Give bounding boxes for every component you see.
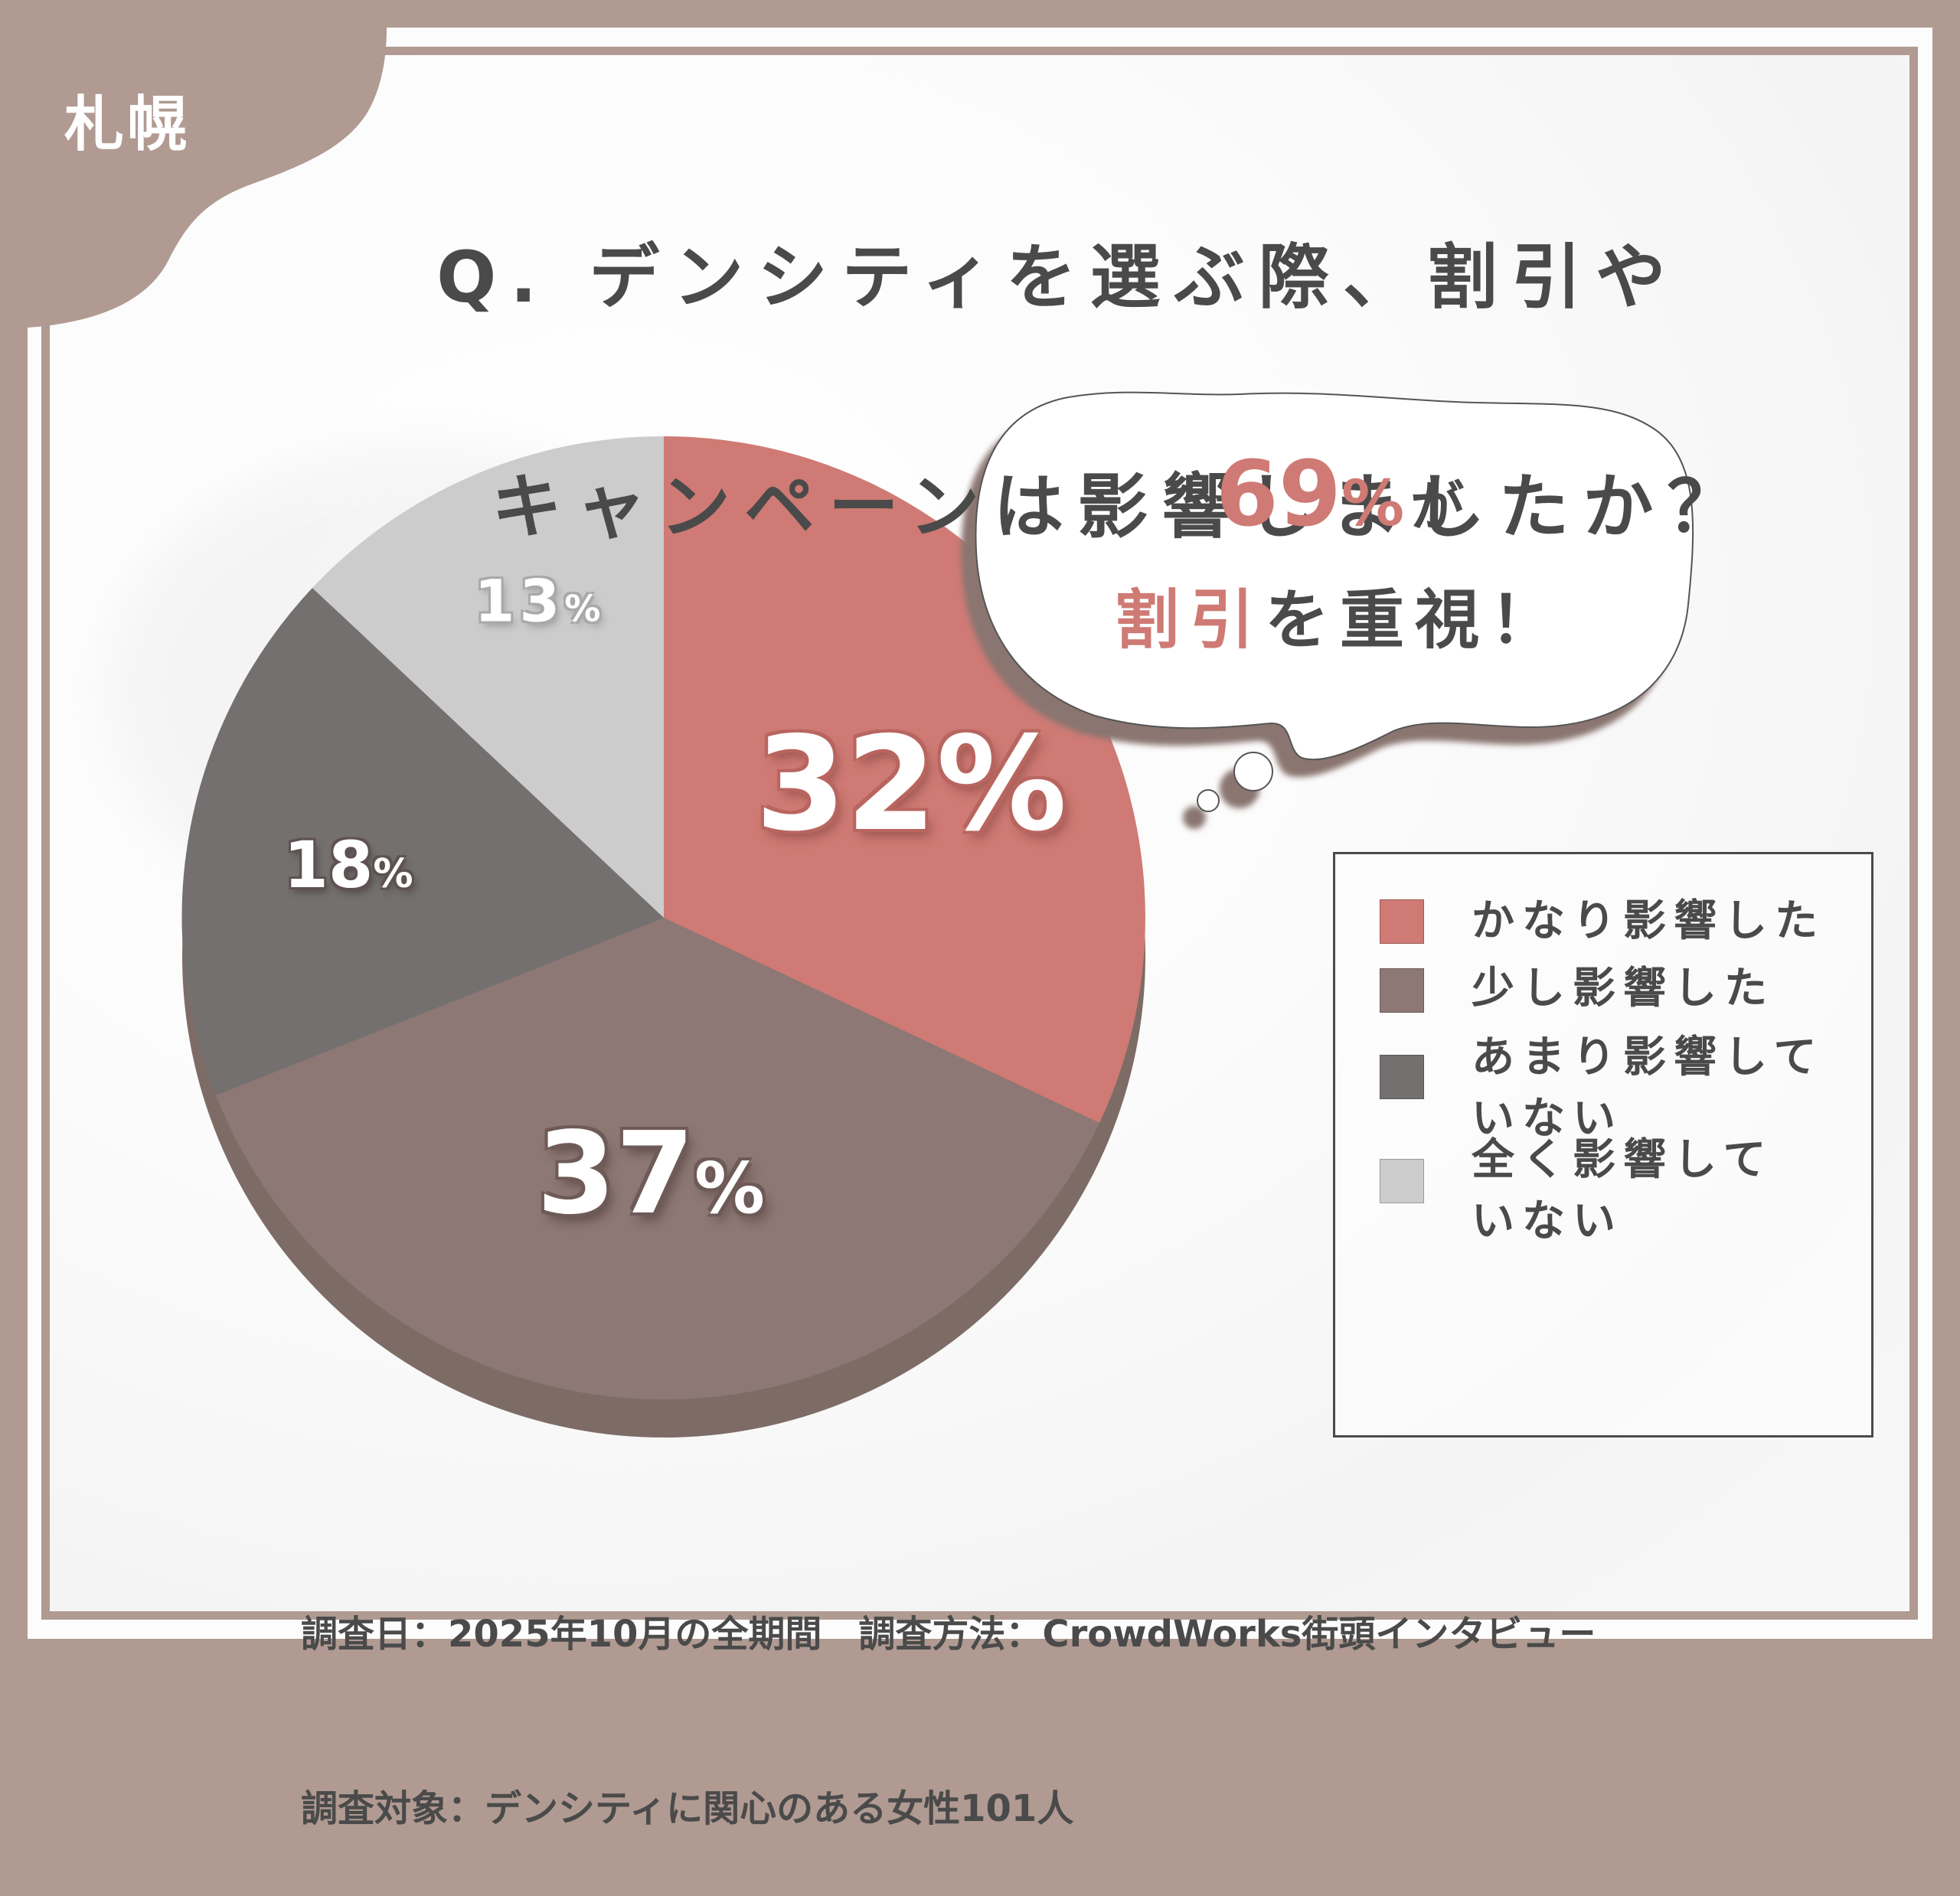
survey-info-line-1: 調査日：2025年10月の全期間 調査方法：CrowdWorks街頭インタビュー [301,1613,1596,1656]
legend-swatch-mauve [1380,968,1424,1013]
graphics-layer [0,0,1694,1438]
legend-swatch-darkgray [1380,1055,1424,1099]
callout-text: 69% が 割引を重視！ [980,436,1700,670]
legend-label: 全く影響して いない [1472,1135,1774,1246]
callout-row-2: 割引を重視！ [980,570,1700,670]
callout-particle: が [1410,475,1465,538]
title-line-2: キャンペーンは影響しましたか？ [492,466,1752,548]
legend-label: あまり影響して いない [1472,1033,1824,1144]
callout-rest: を重視！ [1265,583,1566,658]
callout-percent-sign: % [1341,468,1405,540]
title-line-1: Q. デンシティを選ぶ際、割引や [436,237,1680,318]
thought-bubble [975,391,1694,812]
slice-label-37: 37% [537,1108,765,1239]
city-badge: 札幌 [64,90,191,159]
slice-little-influenced[interactable] [216,918,1099,1400]
legend-swatch-lightgray [1380,1159,1424,1203]
legend-swatch-red [1380,899,1424,944]
survey-info-line-2: 調査対象：デンシティに関心のある女性101人 [301,1787,1074,1830]
legend-label: かなり影響した [1472,896,1825,946]
slice-not-much-influenced[interactable] [181,588,665,1095]
chart-legend: かなり影響した 少し影響した あまり影響して いない 全く影響して いない [1333,852,1873,1438]
callout-percent: 69 [1215,441,1342,547]
slice-not-influenced[interactable] [312,436,664,918]
slice-label-13: 13% [474,566,606,635]
slice-label-18: 18% [283,827,413,902]
survey-footer: 調査日：2025年10月の全期間 調査方法：CrowdWorks街頭インタビュー… [301,1489,1596,1896]
callout-highlight: 割引 [1114,583,1265,658]
slice-label-32: 32% [755,709,1067,860]
callout-row-1: 69% が [980,436,1700,564]
legend-label: 少し影響した [1472,964,1775,1013]
corner-blob [0,0,387,331]
page-title: Q. デンシティを選ぶ際、割引や キャンペーンは影響しましたか？ [360,106,1751,680]
